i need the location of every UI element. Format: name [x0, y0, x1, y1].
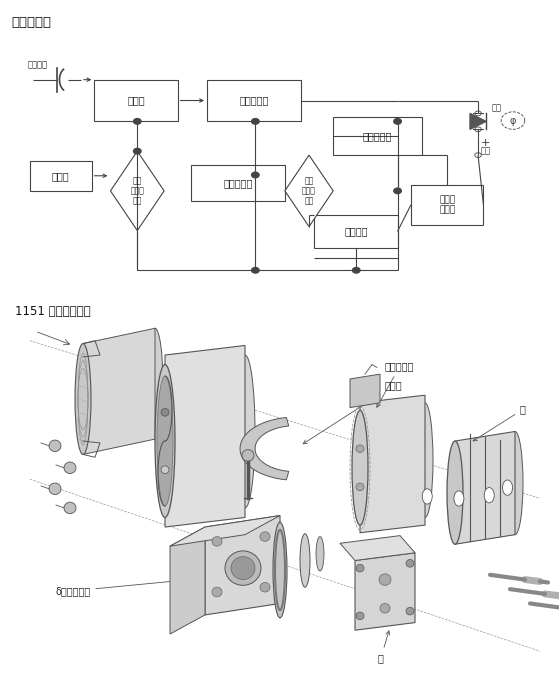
- Ellipse shape: [316, 536, 324, 571]
- Text: 盖: 盖: [473, 404, 526, 441]
- Circle shape: [353, 268, 360, 273]
- Circle shape: [394, 188, 401, 194]
- Ellipse shape: [352, 410, 368, 525]
- Text: 解调器: 解调器: [127, 96, 145, 106]
- Ellipse shape: [356, 612, 364, 620]
- Circle shape: [394, 119, 401, 124]
- Polygon shape: [205, 515, 280, 615]
- Polygon shape: [111, 151, 164, 231]
- Circle shape: [252, 268, 259, 273]
- Bar: [314, 215, 397, 248]
- Ellipse shape: [503, 480, 513, 496]
- Ellipse shape: [260, 532, 270, 541]
- Circle shape: [252, 119, 259, 124]
- Ellipse shape: [75, 344, 91, 454]
- Ellipse shape: [356, 483, 364, 491]
- Ellipse shape: [49, 440, 61, 452]
- Text: 电流检测器: 电流检测器: [239, 96, 269, 106]
- Text: 电流
控制放
大器: 电流 控制放 大器: [302, 176, 316, 205]
- Polygon shape: [285, 155, 333, 226]
- Ellipse shape: [225, 551, 261, 585]
- Polygon shape: [355, 553, 415, 631]
- Polygon shape: [170, 527, 205, 634]
- Ellipse shape: [260, 582, 270, 592]
- Ellipse shape: [157, 376, 173, 506]
- Ellipse shape: [422, 489, 432, 504]
- Text: 测量元件: 测量元件: [27, 61, 48, 70]
- Ellipse shape: [447, 441, 463, 544]
- Ellipse shape: [379, 574, 391, 585]
- Text: δ室测量组件: δ室测量组件: [55, 574, 236, 596]
- Text: 振荡器: 振荡器: [52, 171, 70, 181]
- Text: 放大器壳体: 放大器壳体: [377, 361, 414, 407]
- Ellipse shape: [155, 365, 175, 517]
- Text: 信号: 信号: [481, 146, 491, 156]
- Text: 电流控制: 电流控制: [344, 226, 368, 237]
- Ellipse shape: [64, 502, 76, 514]
- Ellipse shape: [147, 328, 163, 439]
- Ellipse shape: [212, 587, 222, 597]
- Polygon shape: [455, 431, 515, 544]
- Text: 电压限制器: 电压限制器: [363, 132, 392, 141]
- Ellipse shape: [507, 431, 523, 535]
- Ellipse shape: [242, 450, 254, 461]
- Text: 振荡
控制放
大器: 振荡 控制放 大器: [130, 176, 144, 205]
- Text: 电路板: 电路板: [303, 380, 402, 444]
- Ellipse shape: [454, 491, 464, 506]
- Text: 电路方块图: 电路方块图: [11, 16, 51, 28]
- Ellipse shape: [64, 462, 76, 473]
- Polygon shape: [470, 113, 486, 129]
- Bar: [207, 80, 301, 121]
- Ellipse shape: [161, 466, 169, 473]
- Ellipse shape: [406, 607, 414, 615]
- Ellipse shape: [235, 355, 255, 508]
- Circle shape: [134, 148, 141, 154]
- Circle shape: [134, 119, 141, 124]
- Bar: [191, 165, 285, 201]
- Ellipse shape: [300, 534, 310, 587]
- Circle shape: [252, 172, 259, 178]
- Bar: [94, 80, 178, 121]
- Bar: [333, 117, 421, 155]
- Text: +: +: [481, 138, 490, 148]
- Text: 上: 上: [378, 631, 390, 663]
- Ellipse shape: [212, 536, 222, 546]
- Text: 反向极
性保护: 反向极 性保护: [439, 195, 455, 214]
- Polygon shape: [165, 346, 245, 527]
- Ellipse shape: [417, 403, 433, 517]
- Ellipse shape: [49, 483, 61, 494]
- Polygon shape: [83, 328, 155, 454]
- Text: 电压调节器: 电压调节器: [223, 178, 253, 188]
- Ellipse shape: [356, 564, 364, 572]
- Polygon shape: [360, 395, 425, 533]
- Polygon shape: [240, 418, 289, 480]
- Ellipse shape: [380, 603, 390, 613]
- Text: 试验: 试验: [491, 103, 501, 112]
- Polygon shape: [170, 515, 280, 546]
- Ellipse shape: [273, 522, 287, 618]
- Text: 1151 变送器装配图: 1151 变送器装配图: [15, 305, 91, 319]
- Polygon shape: [340, 536, 415, 561]
- Ellipse shape: [484, 487, 494, 503]
- Ellipse shape: [231, 557, 255, 580]
- Polygon shape: [350, 374, 380, 407]
- Text: φ: φ: [510, 115, 516, 125]
- Ellipse shape: [161, 409, 169, 416]
- Bar: [411, 185, 484, 224]
- Ellipse shape: [356, 445, 364, 452]
- Bar: [30, 161, 92, 191]
- Ellipse shape: [406, 559, 414, 567]
